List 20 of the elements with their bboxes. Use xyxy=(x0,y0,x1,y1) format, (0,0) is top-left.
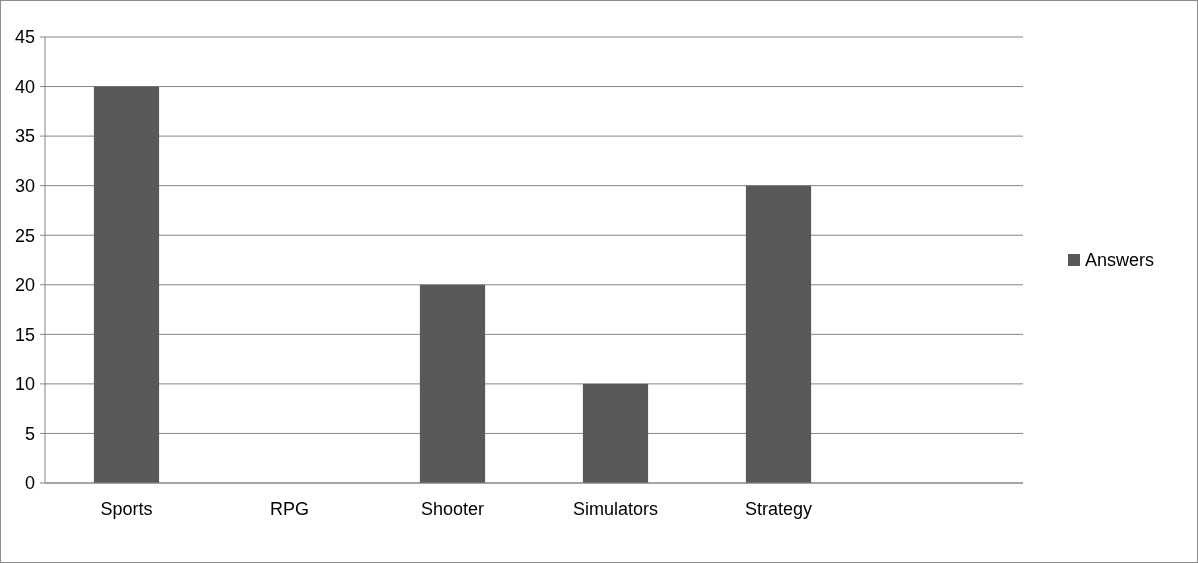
x-tick-label: Sports xyxy=(100,499,153,519)
y-tick-label: 20 xyxy=(14,275,35,296)
y-tick-label: 15 xyxy=(14,324,35,345)
y-tick-label: 5 xyxy=(24,423,35,444)
bar xyxy=(582,383,649,483)
bar xyxy=(93,86,160,483)
bar xyxy=(745,185,812,483)
x-tick-label: RPG xyxy=(269,499,310,519)
x-tick-label: Strategy xyxy=(744,499,813,519)
y-tick-label: 30 xyxy=(14,175,35,196)
y-tick-label: 10 xyxy=(14,374,35,395)
x-tick-label: Shooter xyxy=(420,499,485,519)
x-tick-label: Simulators xyxy=(572,499,659,519)
y-tick-label: 25 xyxy=(14,225,35,246)
y-tick-label: 0 xyxy=(24,473,35,494)
y-tick-label: 40 xyxy=(14,76,35,97)
y-tick-label: 45 xyxy=(14,27,35,48)
y-tick-label: 35 xyxy=(14,126,35,147)
legend-label: Answers xyxy=(1085,250,1155,271)
bar xyxy=(419,284,486,483)
